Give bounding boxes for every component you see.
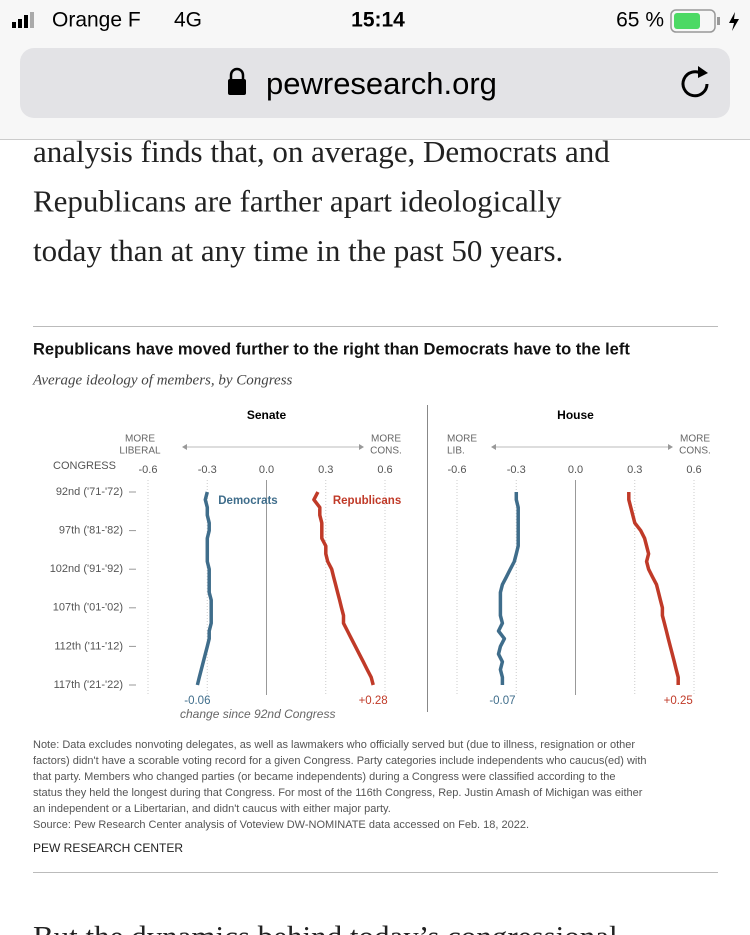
series-line: [195, 491, 213, 686]
y-tick-label: 112th ('11-'12): [54, 640, 123, 652]
direction-label: CONS.: [370, 446, 402, 457]
series-label: Republicans: [333, 495, 401, 507]
article-line: today than at any time in the past 50 ye…: [33, 233, 563, 268]
x-tick-label: 0.0: [259, 464, 274, 476]
x-tick-label: -0.3: [507, 464, 526, 476]
panel-title: Senate: [247, 408, 287, 422]
note-line: Source: Pew Research Center analysis of …: [33, 819, 529, 831]
x-tick-label: 0.3: [318, 464, 333, 476]
x-tick-label: 0.3: [627, 464, 642, 476]
change-caption: change since 92nd Congress: [180, 707, 335, 721]
series-line: [496, 492, 520, 685]
battery-level: 65 %: [616, 9, 664, 32]
x-tick-label: 0.6: [686, 464, 701, 476]
note-line: status they held the longest during that…: [33, 787, 643, 799]
y-tick-label: 107th ('01-'02): [53, 602, 123, 614]
direction-label: LIB.: [447, 446, 465, 457]
x-tick-label: 0.6: [377, 464, 392, 476]
note-line: that party. Members who changed parties …: [33, 771, 616, 783]
article-line: Republicans are farther apart ideologica…: [33, 184, 562, 219]
figure-subtitle: Average ideology of members, by Congress: [32, 372, 293, 388]
y-tick-label: 97th ('81-'82): [59, 525, 123, 537]
panel-title: House: [557, 408, 594, 422]
y-tick-label: 92nd ('71-'72): [56, 486, 123, 498]
note-line: factors) didn't have a scorable voting r…: [33, 755, 647, 767]
y-tick-label: 117th ('21-'22): [54, 679, 123, 691]
x-tick-label: 0.0: [568, 464, 583, 476]
series-line: [627, 492, 680, 685]
direction-label: MORE: [371, 434, 401, 445]
direction-label: LIBERAL: [119, 446, 161, 457]
series-line: [312, 491, 375, 686]
battery-icon: [670, 9, 739, 33]
y-axis-label: CONGRESS: [53, 460, 116, 472]
change-label: -0.06: [184, 695, 210, 707]
direction-label: MORE: [125, 434, 155, 445]
series-label: Democrats: [218, 495, 277, 507]
direction-label: MORE: [447, 434, 477, 445]
article-line: analysis finds that, on average, Democra…: [33, 134, 610, 169]
address-bar[interactable]: [20, 48, 730, 118]
figure-title: Republicans have moved further to the ri…: [33, 340, 630, 358]
note-line: an independent or a Libertarian, and did…: [33, 803, 391, 815]
credit: PEW RESEARCH CENTER: [33, 841, 183, 855]
x-tick-label: -0.3: [198, 464, 217, 476]
direction-label: MORE: [680, 434, 710, 445]
note-line: Note: Data excludes nonvoting delegates,…: [33, 739, 635, 751]
y-tick-label: 102nd ('91-'92): [50, 563, 123, 575]
reload-button[interactable]: [681, 66, 709, 98]
lock-icon: [228, 67, 246, 95]
network: 4G: [174, 9, 202, 32]
change-label: +0.28: [359, 695, 388, 707]
x-tick-label: -0.6: [139, 464, 158, 476]
article-line: But the dynamics behind today’s congress…: [33, 919, 618, 935]
change-label: +0.25: [664, 695, 693, 707]
url[interactable]: pewresearch.org: [266, 66, 497, 101]
carrier: Orange F: [52, 9, 141, 32]
clock: 15:14: [351, 9, 405, 32]
change-label: -0.07: [489, 695, 515, 707]
signal-icon: [12, 12, 34, 28]
direction-label: CONS.: [679, 446, 711, 457]
x-tick-label: -0.6: [448, 464, 467, 476]
